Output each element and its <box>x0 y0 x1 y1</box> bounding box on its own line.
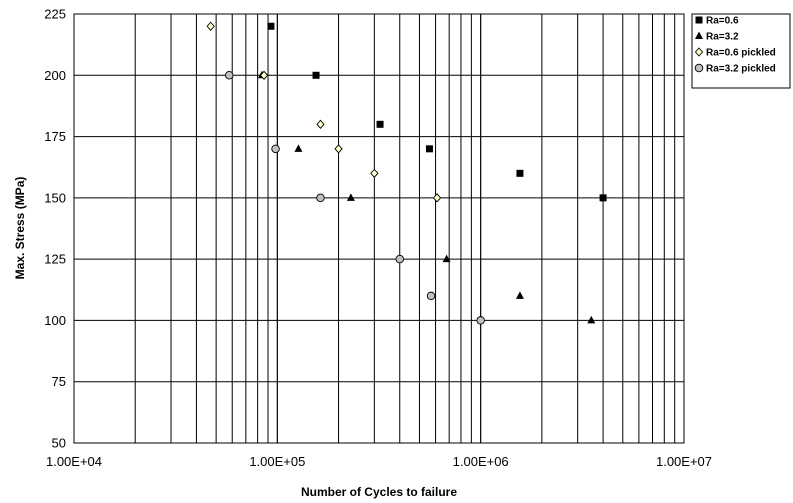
data-point-series-3 <box>206 21 215 31</box>
data-point-series-3 <box>259 70 269 80</box>
y-tick-label: 75 <box>52 374 66 389</box>
data-points <box>206 21 607 325</box>
legend-marker-3 <box>694 47 704 57</box>
data-point-series-4 <box>476 316 485 325</box>
legend-label-1: Ra=0.6 <box>706 16 739 27</box>
y-tick-label: 150 <box>44 190 66 205</box>
x-tick-label: 1.00E+07 <box>656 454 712 469</box>
x-tick-label: 1.00E+04 <box>46 454 102 469</box>
legend-marker-2 <box>695 31 703 39</box>
plot-area <box>74 14 684 443</box>
data-point-series-2 <box>587 315 596 324</box>
data-point-series-4 <box>316 193 325 203</box>
data-point-series-3 <box>316 119 325 129</box>
x-tick-label: 1.00E+06 <box>453 454 509 469</box>
legend-label-2: Ra=3.2 <box>706 32 739 43</box>
y-axis-tick-labels: 50 75 100 125 150 175 200 225 <box>44 7 66 451</box>
data-point-series-2 <box>346 193 355 201</box>
y-axis-label: Max. Stress (MPa) <box>13 177 27 280</box>
data-point-series-3 <box>334 144 343 154</box>
legend-box <box>691 13 791 89</box>
legend-marker-4 <box>694 63 704 73</box>
data-point-series-1 <box>516 169 524 177</box>
data-point-series-4 <box>271 144 280 154</box>
y-tick-label: 125 <box>44 252 66 267</box>
x-axis-tick-labels: 1.00E+04 1.00E+05 1.00E+06 1.00E+07 <box>46 454 712 469</box>
data-point-series-1 <box>425 145 433 153</box>
data-point-series-4 <box>224 71 234 80</box>
x-tick-label: 1.00E+05 <box>249 454 305 469</box>
data-point-series-2 <box>294 144 303 152</box>
data-point-series-1 <box>376 120 384 128</box>
data-point-series-4 <box>426 291 436 301</box>
legend-marker-1 <box>695 16 703 24</box>
y-tick-label: 100 <box>44 313 66 328</box>
y-tick-label: 200 <box>44 68 66 83</box>
legend-label-4: Ra=3.2 pickled <box>706 64 776 75</box>
legend-label-3: Ra=0.6 pickled <box>706 48 776 59</box>
plot-border <box>73 13 685 444</box>
data-point-series-1 <box>267 22 275 30</box>
data-point-series-1 <box>312 71 320 79</box>
y-tick-label: 50 <box>52 436 66 451</box>
data-point-series-1 <box>599 194 607 202</box>
data-point-series-3 <box>432 193 442 203</box>
x-axis-label: Number of Cycles to failure <box>301 485 457 499</box>
data-point-series-4 <box>395 254 405 264</box>
vertical-gridlines <box>73 14 685 443</box>
legend: Ra=0.6 Ra=3.2 Ra=0.6 pickled Ra=3.2 pickled <box>691 13 791 89</box>
data-point-series-2 <box>442 254 451 263</box>
y-tick-label: 225 <box>44 7 66 22</box>
y-tick-label: 175 <box>44 129 66 144</box>
data-point-series-3 <box>370 168 379 179</box>
data-point-series-2 <box>515 291 524 299</box>
